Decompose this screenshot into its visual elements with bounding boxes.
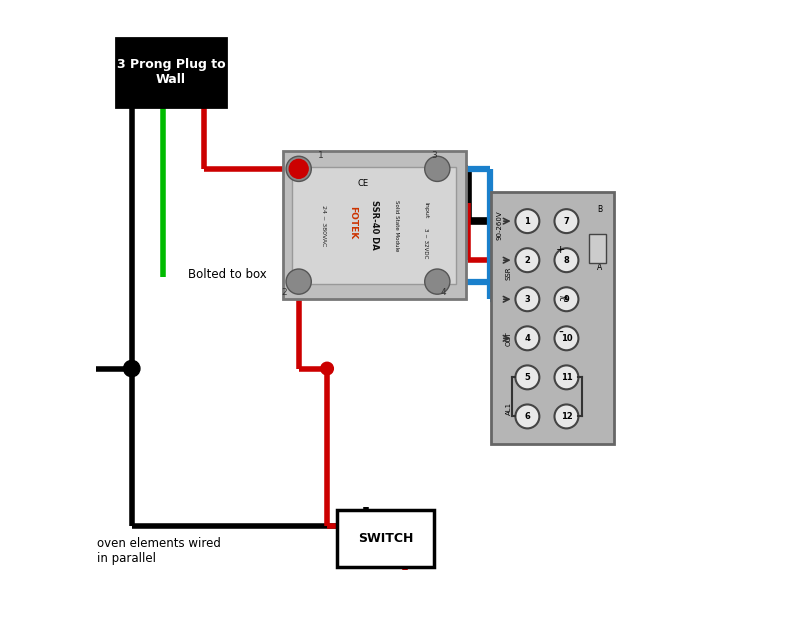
Text: 2: 2 — [281, 289, 287, 297]
Text: 3: 3 — [431, 151, 437, 159]
Text: A: A — [597, 263, 602, 272]
Text: 4: 4 — [524, 334, 531, 343]
FancyBboxPatch shape — [292, 167, 456, 284]
Circle shape — [515, 248, 539, 272]
Circle shape — [515, 404, 539, 428]
FancyBboxPatch shape — [116, 38, 226, 107]
Text: 7: 7 — [563, 217, 570, 226]
Text: 4: 4 — [440, 289, 446, 297]
Text: 1: 1 — [317, 151, 324, 159]
Text: 3 Prong Plug to
Wall: 3 Prong Plug to Wall — [117, 59, 225, 86]
Text: 9: 9 — [563, 295, 570, 304]
Text: 6: 6 — [524, 412, 531, 421]
Text: 10: 10 — [561, 334, 572, 343]
Text: CE: CE — [358, 180, 369, 188]
Circle shape — [555, 209, 578, 233]
Text: oven elements wired
in parallel: oven elements wired in parallel — [97, 537, 221, 565]
Text: B: B — [598, 205, 602, 214]
Text: +: + — [556, 245, 566, 255]
Circle shape — [555, 248, 578, 272]
Text: 5: 5 — [524, 373, 531, 382]
Text: AL1: AL1 — [506, 403, 511, 415]
FancyBboxPatch shape — [336, 510, 434, 567]
Text: 24 ~ 380VAC: 24 ~ 380VAC — [320, 205, 326, 246]
Text: SSR: SSR — [506, 266, 511, 280]
Circle shape — [286, 156, 312, 181]
Circle shape — [124, 360, 140, 377]
Circle shape — [515, 287, 539, 311]
Text: 12: 12 — [561, 412, 572, 421]
Text: Tc: Tc — [556, 294, 566, 302]
Text: -: - — [559, 326, 563, 340]
Text: 1: 1 — [524, 217, 531, 226]
Text: Bolted to box: Bolted to box — [189, 268, 267, 280]
Circle shape — [515, 365, 539, 389]
Circle shape — [425, 269, 450, 294]
Circle shape — [515, 209, 539, 233]
Circle shape — [320, 362, 333, 375]
Text: 3 ~ 32VDC: 3 ~ 32VDC — [423, 228, 428, 258]
FancyBboxPatch shape — [491, 192, 614, 444]
Text: 8: 8 — [563, 256, 570, 265]
Text: Input: Input — [423, 202, 428, 219]
Text: Pt: Pt — [600, 237, 606, 243]
Circle shape — [515, 326, 539, 350]
Text: FOTEK: FOTEK — [348, 205, 357, 239]
Text: SSR-40 DA: SSR-40 DA — [370, 200, 379, 250]
Circle shape — [555, 326, 578, 350]
FancyBboxPatch shape — [589, 234, 606, 263]
Circle shape — [555, 287, 578, 311]
Circle shape — [555, 365, 578, 389]
Text: 11: 11 — [561, 373, 572, 382]
Text: OUT: OUT — [506, 331, 511, 346]
Circle shape — [555, 404, 578, 428]
Circle shape — [289, 159, 308, 178]
Text: 90-260V: 90-260V — [496, 210, 502, 240]
Text: 3: 3 — [524, 295, 531, 304]
Circle shape — [286, 269, 312, 294]
Text: SWITCH: SWITCH — [358, 532, 413, 545]
Circle shape — [425, 156, 450, 181]
FancyBboxPatch shape — [283, 151, 466, 299]
Text: 2: 2 — [524, 256, 531, 265]
Text: Solid State Module: Solid State Module — [394, 200, 399, 251]
